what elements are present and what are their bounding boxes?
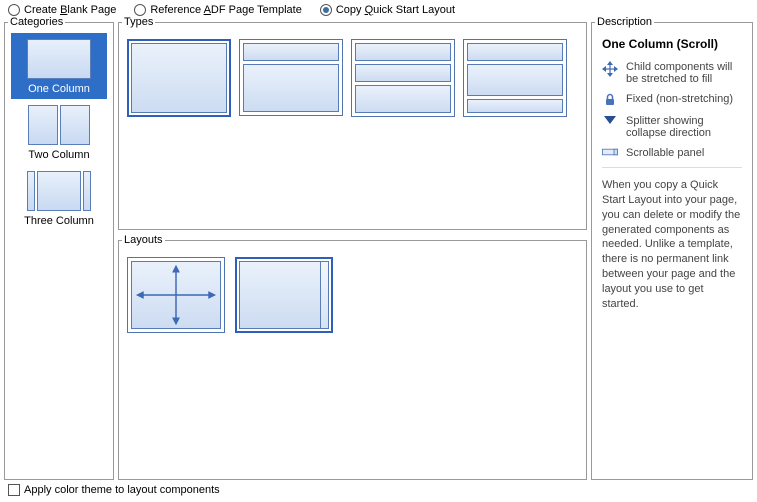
category-one-column[interactable]: One Column	[11, 33, 107, 99]
category-thumb	[11, 105, 107, 145]
splitter-icon	[602, 115, 618, 125]
main-area: Categories One Column Two Column Three C…	[0, 22, 757, 480]
radio-icon	[134, 4, 146, 16]
legend-text: Child components will be stretched to fi…	[626, 61, 742, 85]
radio-label: Copy Quick Start Layout	[336, 4, 455, 16]
legend-scroll: Scrollable panel	[602, 147, 742, 159]
legend-text: Fixed (non-stretching)	[626, 93, 733, 105]
apply-theme-checkbox[interactable]	[8, 484, 20, 496]
types-label: Types	[122, 16, 155, 28]
description-body: When you copy a Quick Start Layout into …	[602, 167, 742, 312]
apply-theme-label: Apply color theme to layout components	[24, 484, 220, 496]
radio-icon	[320, 4, 332, 16]
category-label: Two Column	[11, 149, 107, 161]
layouts-row	[127, 257, 578, 333]
layout-thumb-stretch[interactable]	[127, 257, 225, 333]
layout-thumb-scroll[interactable]	[235, 257, 333, 333]
middle-column: Types	[118, 22, 587, 480]
category-thumb	[11, 39, 107, 79]
type-thumb-3[interactable]	[463, 39, 567, 117]
category-label: Three Column	[11, 215, 107, 227]
categories-panel: Categories One Column Two Column Three C…	[4, 22, 114, 480]
type-thumb-0[interactable]	[127, 39, 231, 117]
types-row	[127, 39, 578, 117]
legend-text: Scrollable panel	[626, 147, 704, 159]
radio-copy-quickstart[interactable]: Copy Quick Start Layout	[320, 4, 455, 16]
categories-label: Categories	[8, 16, 65, 28]
types-panel: Types	[118, 22, 587, 230]
layouts-label: Layouts	[122, 234, 165, 246]
legend-stretch: Child components will be stretched to fi…	[602, 61, 742, 85]
footer: Apply color theme to layout components	[0, 480, 757, 500]
type-thumb-1[interactable]	[239, 39, 343, 116]
legend-text: Splitter showing collapse direction	[626, 115, 742, 139]
radio-label: Reference ADF Page Template	[150, 4, 301, 16]
type-thumb-2[interactable]	[351, 39, 455, 117]
scroll-panel-icon	[602, 147, 618, 157]
radio-icon	[8, 4, 20, 16]
layouts-panel: Layouts	[118, 240, 587, 480]
category-three-column[interactable]: Three Column	[11, 165, 107, 231]
legend-fixed: Fixed (non-stretching)	[602, 93, 742, 107]
legend-splitter: Splitter showing collapse direction	[602, 115, 742, 139]
description-title: One Column (Scroll)	[602, 37, 742, 51]
stretch-arrows-icon	[132, 262, 220, 328]
radio-label: Create Blank Page	[24, 4, 116, 16]
radio-reference-template[interactable]: Reference ADF Page Template	[134, 4, 301, 16]
description-label: Description	[595, 16, 654, 28]
lock-icon	[602, 93, 618, 107]
category-label: One Column	[11, 83, 107, 95]
radio-create-blank[interactable]: Create Blank Page	[8, 4, 116, 16]
category-thumb	[11, 171, 107, 211]
description-panel: Description One Column (Scroll) Child co…	[591, 22, 753, 480]
scrollbar-icon	[320, 262, 328, 328]
category-two-column[interactable]: Two Column	[11, 99, 107, 165]
stretch-icon	[602, 61, 618, 77]
